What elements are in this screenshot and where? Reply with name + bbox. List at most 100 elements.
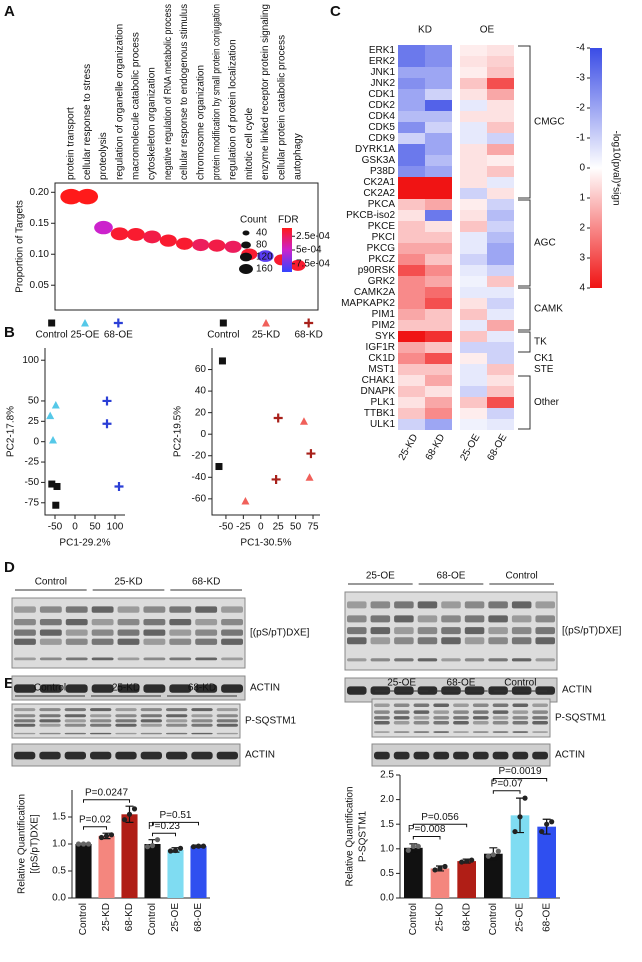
data-point	[490, 852, 496, 858]
y-tick-label: 1.0	[52, 839, 66, 850]
y-tick-label: 0.15	[30, 218, 50, 229]
row-label: p90RSK	[358, 265, 396, 276]
category-label: macromolecule catabolic process	[131, 32, 142, 180]
y-tick-label: -50	[25, 477, 40, 488]
heat-cell	[425, 364, 452, 375]
blot-band	[441, 627, 461, 635]
blot-band	[195, 638, 218, 645]
heat-cell	[398, 287, 425, 298]
heat-cell	[425, 342, 452, 353]
plot-frame	[54, 182, 319, 311]
blot-band	[14, 719, 36, 723]
blot-band	[394, 658, 414, 662]
x-tick-label: 50	[89, 522, 101, 533]
blot-band	[464, 658, 485, 662]
x-tick-label: Control	[78, 903, 89, 935]
heat-cell	[487, 408, 514, 419]
heat-cell	[487, 111, 514, 122]
colorbar-label: -3	[576, 73, 585, 84]
blot-band	[413, 710, 430, 714]
row-label: PKCZ	[368, 254, 395, 265]
heat-cell	[398, 166, 425, 177]
point	[114, 481, 124, 491]
heat-cell	[398, 144, 425, 155]
point	[49, 436, 57, 444]
legend-marker	[81, 319, 89, 327]
blot-band	[166, 714, 188, 718]
data-point	[80, 841, 87, 847]
significance-bracket	[83, 826, 107, 830]
colorbar-label: 3	[579, 253, 585, 264]
panel-label: A	[4, 3, 15, 20]
heat-cell	[460, 419, 487, 430]
heat-cell	[425, 188, 452, 199]
heat-cell	[425, 309, 452, 320]
p-value-label: P=0.07	[491, 778, 523, 789]
y-tick-label: 1.5	[380, 819, 394, 830]
x-tick-label: -50	[48, 522, 63, 533]
data-point	[410, 843, 416, 849]
blot-band	[347, 615, 367, 623]
band-label: P-SQSTM1	[245, 716, 297, 727]
colorbar-label: 4	[579, 283, 585, 294]
heat-cell	[398, 397, 425, 408]
y-axis-label: Proportion of Targets	[15, 200, 26, 293]
blot-band	[65, 638, 88, 645]
category-label: regulation of organelle organization	[114, 24, 125, 180]
column-group-label: OE	[480, 25, 495, 36]
blot-band	[472, 751, 489, 760]
y-tick-label: 0.0	[52, 893, 66, 904]
heat-cell	[425, 243, 452, 254]
row-label: ULK1	[370, 419, 395, 430]
point	[215, 463, 223, 471]
group-bracket	[518, 45, 531, 199]
p-value-label: P=0.02	[79, 814, 111, 825]
row-label: CHAK1	[362, 375, 396, 386]
data-point	[459, 859, 465, 865]
blot-band	[488, 627, 508, 635]
row-label: GSK3A	[362, 155, 396, 166]
blot-band	[535, 601, 555, 609]
row-group-label: AGC	[534, 238, 556, 249]
point	[305, 473, 314, 481]
x-axis-label: PC1-29.2%	[59, 538, 110, 549]
dot	[208, 239, 226, 252]
x-tick-label: 68-KD	[124, 903, 135, 931]
bar	[484, 853, 503, 898]
bar	[190, 846, 207, 898]
heat-cell	[460, 100, 487, 111]
heat-cell	[460, 177, 487, 188]
blot-band	[512, 703, 529, 707]
y-axis-label: Relative Quantification	[345, 786, 356, 886]
blot-band	[64, 719, 86, 723]
heat-cell	[487, 188, 514, 199]
heat-cell	[398, 188, 425, 199]
dot	[60, 188, 82, 205]
blot-band	[511, 615, 532, 623]
blot-band	[216, 751, 238, 760]
blot-band	[488, 637, 508, 645]
bar	[430, 868, 450, 898]
row-label: GRK2	[368, 276, 396, 287]
x-tick-label: 25	[273, 522, 285, 533]
blot-band	[39, 719, 61, 723]
blot-band	[91, 657, 114, 661]
blot-band	[39, 684, 62, 693]
column-label: 25-KD	[397, 432, 421, 462]
heat-cell	[460, 155, 487, 166]
row-label: JNK1	[371, 67, 396, 78]
x-tick-label: 68-OE	[541, 903, 552, 932]
heat-cell	[460, 320, 487, 331]
heat-cell	[425, 89, 452, 100]
blot-band	[464, 627, 485, 635]
y-tick-label: 50	[28, 396, 40, 407]
band-label: ACTIN	[250, 683, 280, 694]
y-axis-label: [(pS/pT)DXE]	[30, 814, 41, 874]
blot-band	[195, 657, 218, 661]
blot-band	[464, 615, 485, 623]
blot-band	[169, 606, 192, 613]
heat-cell	[487, 397, 514, 408]
blot-band	[221, 638, 243, 645]
significance-bracket	[412, 823, 468, 828]
data-point	[517, 814, 523, 820]
